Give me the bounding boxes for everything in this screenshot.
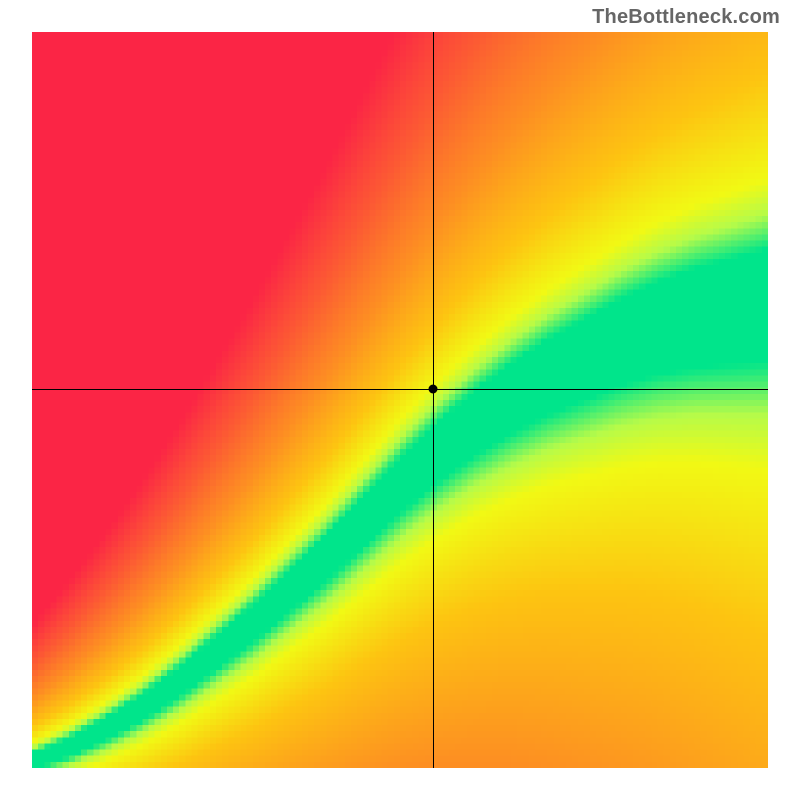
crosshair-vertical: [433, 32, 434, 768]
crosshair-horizontal: [32, 389, 768, 390]
bottleneck-heatmap: [32, 32, 768, 768]
selected-point: [429, 384, 438, 393]
heatmap-canvas: [32, 32, 768, 768]
watermark-text: TheBottleneck.com: [592, 6, 780, 29]
